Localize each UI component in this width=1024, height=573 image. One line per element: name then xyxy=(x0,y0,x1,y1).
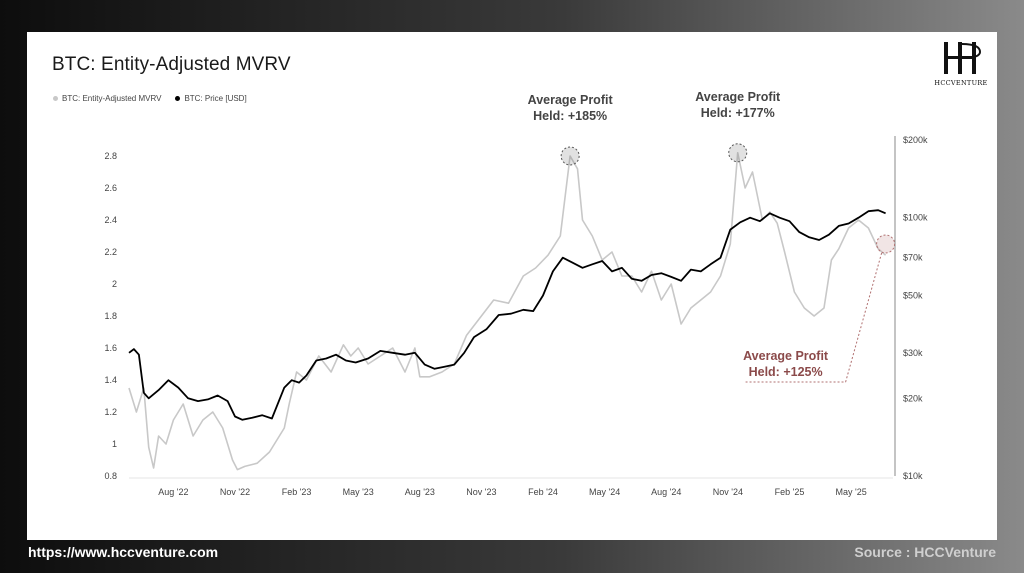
annotation-label-line1: Average Profit xyxy=(695,90,781,104)
y-left-tick-label: 2.8 xyxy=(104,151,117,161)
legend-label-mvrv: BTC: Entity-Adjusted MVRV xyxy=(62,94,162,103)
annotation-marker xyxy=(728,143,748,163)
legend-item-mvrv[interactable]: BTC: Entity-Adjusted MVRV xyxy=(53,94,161,103)
legend-item-price[interactable]: BTC: Price [USD] xyxy=(175,94,247,103)
footer-url-link[interactable]: https://www.hccventure.com xyxy=(28,544,219,560)
x-tick-label: Nov '24 xyxy=(713,487,743,497)
y-right-tick-label: $50k xyxy=(903,290,923,300)
x-tick-label: Aug '23 xyxy=(405,487,435,497)
footer-source: Source : HCCVenture xyxy=(854,544,996,560)
y-left-tick-label: 1 xyxy=(112,439,117,449)
annotation-label-line2: Held: +125% xyxy=(749,365,823,379)
chart-title: BTC: Entity-Adjusted MVRV xyxy=(52,54,291,75)
annotation-marker xyxy=(560,146,580,166)
annotation-label-line2: Held: +177% xyxy=(701,106,775,120)
series-line-mvrv xyxy=(128,152,887,471)
y-left-tick-label: 1.6 xyxy=(104,343,117,353)
x-tick-label: Aug '22 xyxy=(158,487,188,497)
chart-card: BTC: Entity-Adjusted MVRV BTC: Entity-Ad… xyxy=(27,32,997,540)
annotation-marker xyxy=(876,234,896,254)
logo-icon xyxy=(944,42,982,74)
y-left-tick-label: 1.4 xyxy=(104,375,117,385)
y-left-tick-label: 2.4 xyxy=(104,215,117,225)
x-tick-label: Feb '25 xyxy=(775,487,805,497)
x-tick-label: Feb '24 xyxy=(528,487,558,497)
x-tick-label: May '25 xyxy=(835,487,866,497)
y-left-tick-label: 2 xyxy=(112,279,117,289)
annotation-label-line2: Held: +185% xyxy=(533,109,607,123)
y-right-tick-label: $10k xyxy=(903,471,923,481)
y-left-tick-label: 1.2 xyxy=(104,407,117,417)
annotation-leader-line xyxy=(745,252,883,383)
y-right-tick-label: $20k xyxy=(903,393,923,403)
y-left-tick-label: 1.8 xyxy=(104,311,117,321)
hcc-monogram-logo: HCCVENTURE xyxy=(932,40,990,88)
x-tick-label: Feb '23 xyxy=(282,487,312,497)
chart-svg: 0.8 1 1.2 1.4 1.6 1.8 2 2.2 2.4 2.6 2.8 $10k $20k $30… xyxy=(104,90,928,497)
y-left-tick-label: 0.8 xyxy=(104,471,117,481)
x-tick-label: Nov '22 xyxy=(220,487,250,497)
legend-dot-price xyxy=(175,96,181,101)
y-right-tick-label: $30k xyxy=(903,348,923,358)
series-line-price xyxy=(128,209,886,421)
y-left-tick-label: 2.2 xyxy=(104,247,117,257)
x-tick-label: May '24 xyxy=(589,487,620,497)
y-right-tick-label: $200k xyxy=(903,135,928,145)
logo-text: HCCVENTURE xyxy=(934,79,988,87)
x-tick-label: Nov '23 xyxy=(466,487,496,497)
legend-label-price: BTC: Price [USD] xyxy=(184,94,247,103)
annotation-label-line1: Average Profit xyxy=(743,349,829,363)
y-right-tick-label: $70k xyxy=(903,253,923,263)
x-tick-label: May '23 xyxy=(343,487,374,497)
chart-legend: BTC: Entity-Adjusted MVRV BTC: Price [US… xyxy=(53,94,247,103)
legend-dot-mvrv xyxy=(53,96,58,101)
y-left-tick-label: 2.6 xyxy=(104,183,117,193)
x-tick-label: Aug '24 xyxy=(651,487,681,497)
y-right-tick-label: $100k xyxy=(903,213,928,223)
annotation-label-line1: Average Profit xyxy=(528,93,614,107)
